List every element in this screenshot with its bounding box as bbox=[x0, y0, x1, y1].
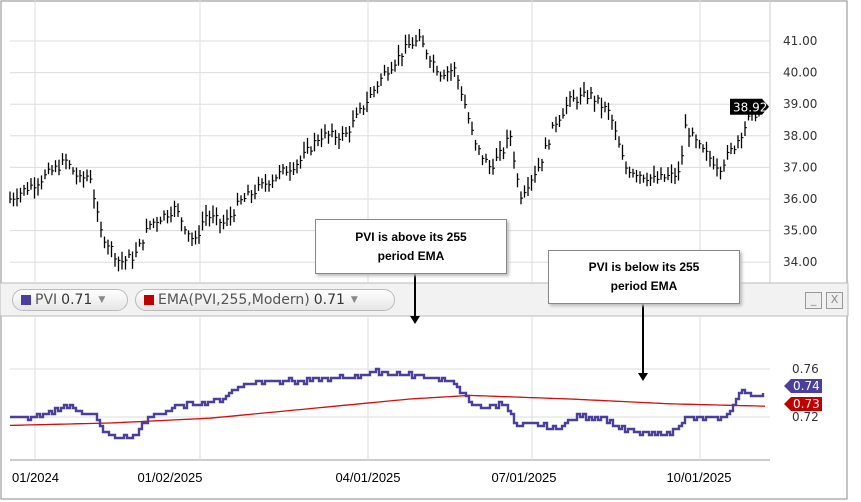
minimize-panel-button[interactable]: _ bbox=[805, 292, 822, 309]
price-tick-label: 35.00 bbox=[783, 224, 817, 238]
x-tick-label: 07/01/2025 bbox=[491, 470, 556, 485]
pvi-legend-label: PVI bbox=[35, 292, 58, 308]
ema-last-marker bbox=[784, 397, 822, 411]
price-tick-label: 40.00 bbox=[783, 66, 817, 80]
ema-legend-value: 0.71 bbox=[313, 292, 345, 308]
callout-above-text: PVI is above its 255 period EMA bbox=[355, 229, 467, 263]
price-tick-label: 37.00 bbox=[783, 160, 817, 174]
ema-last-label: 0.73 bbox=[793, 397, 820, 411]
pvi-color-swatch bbox=[21, 295, 31, 305]
pvi-line bbox=[10, 367, 765, 440]
x-tick-label: 01/02/2025 bbox=[137, 470, 202, 485]
close-panel-button[interactable]: X bbox=[826, 292, 843, 309]
chevron-down-icon[interactable]: ▼ bbox=[350, 295, 358, 305]
arrowhead-icon bbox=[638, 373, 648, 381]
ema-legend-label: EMA(PVI,255,Modern) bbox=[158, 292, 310, 308]
ema-legend-chip[interactable]: EMA(PVI,255,Modern) 0.71 ▼ bbox=[135, 289, 395, 311]
last-price-label: 38.92 bbox=[733, 101, 767, 115]
price-tick-label: 36.00 bbox=[783, 192, 817, 206]
last-price-marker bbox=[730, 98, 769, 115]
pvi-legend-chip[interactable]: PVI 0.71 ▼ bbox=[12, 289, 128, 311]
x-tick-label: 01/2024 bbox=[12, 470, 59, 485]
arrowhead-icon bbox=[410, 316, 420, 324]
price-tick-label: 39.00 bbox=[783, 97, 817, 111]
ema-line bbox=[9, 394, 766, 427]
price-tick-label: 34.00 bbox=[783, 255, 817, 269]
x-tick-label: 10/01/2025 bbox=[666, 470, 731, 485]
pvi-tick-label: 0.72 bbox=[792, 410, 819, 424]
x-tick-label: 04/01/2025 bbox=[335, 470, 400, 485]
pvi-last-label: 0.74 bbox=[793, 379, 820, 393]
callout-below: PVI is below its 255 period EMA bbox=[548, 250, 740, 304]
callout-above: PVI is above its 255 period EMA bbox=[315, 219, 507, 274]
price-tick-label: 38.00 bbox=[783, 129, 817, 143]
pvi-legend-value: 0.71 bbox=[61, 292, 93, 308]
pvi-last-marker bbox=[784, 379, 822, 393]
price-tick-label: 41.00 bbox=[783, 34, 817, 48]
ema-color-swatch bbox=[144, 295, 154, 305]
callout-below-text: PVI is below its 255 period EMA bbox=[588, 260, 700, 293]
pvi-tick-label: 0.76 bbox=[792, 362, 819, 376]
chevron-down-icon[interactable]: ▼ bbox=[98, 295, 106, 305]
